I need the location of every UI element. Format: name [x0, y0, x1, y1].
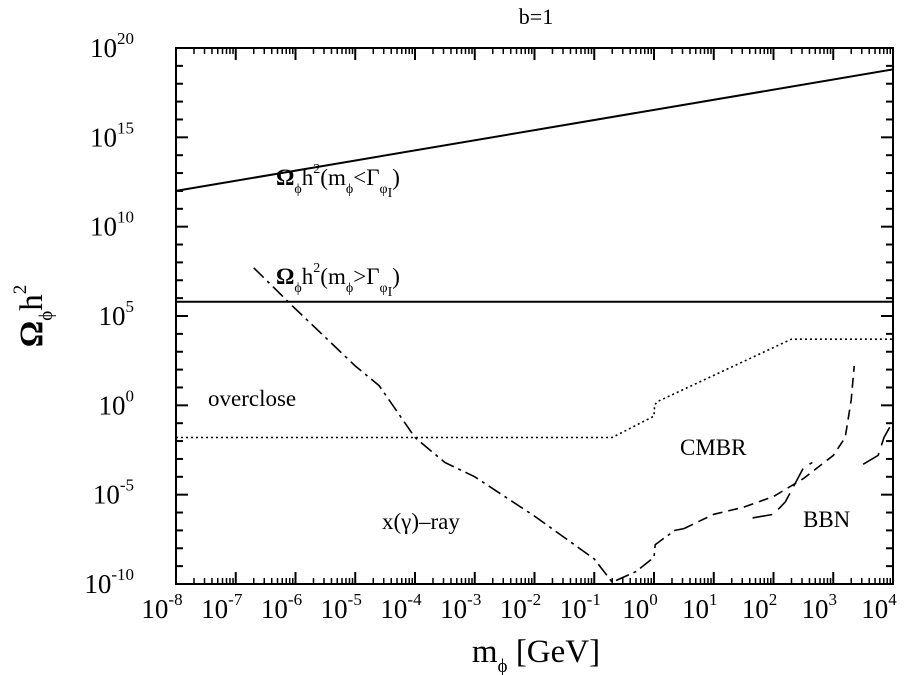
tick-labels: 10-8 10-7 10-6 10-5 10-4 10-3 10-2 10-1 100 101 10… [84, 29, 897, 624]
series-line-xray [253, 267, 685, 584]
x-tick-label: 10-4 [380, 590, 422, 624]
y-tick-label: 105 [99, 297, 135, 331]
y-tick-label: 10-10 [84, 565, 134, 599]
annotation-overclose: overclose [208, 386, 296, 411]
x-tick-label: 10-8 [141, 590, 182, 624]
x-tick-label: 104 [861, 590, 897, 624]
x-tick-label: 100 [622, 590, 658, 624]
x-axis-label: mϕ [GeV] [472, 634, 600, 675]
plot-frame [175, 47, 894, 585]
series-line-cmbr [683, 365, 855, 530]
annotation-cmbr: CMBR [680, 435, 747, 460]
axis-ticks [175, 47, 894, 585]
y-tick-label: 1010 [90, 208, 134, 242]
series-line-light [175, 68, 894, 192]
x-tick-label: 10-2 [500, 590, 541, 624]
series-line-bbn [752, 461, 813, 519]
x-tick-label: 10-3 [440, 590, 481, 624]
series-line-bbn [862, 426, 891, 465]
x-tick-label: 10-1 [560, 590, 601, 624]
x-tick-label: 102 [742, 590, 778, 624]
y-axis-label: Ωϕh2 [10, 285, 57, 347]
y-tick-label: 10-5 [93, 476, 134, 510]
annotation-xray: x(γ)–ray [382, 509, 460, 534]
annotation-bbn: BBN [803, 507, 851, 532]
y-tick-label: 100 [99, 386, 135, 420]
x-tick-label: 10-5 [321, 590, 362, 624]
series-line-overclose [176, 338, 893, 439]
y-tick-label: 1020 [90, 29, 134, 63]
annotation-light-limit: Ωϕh2(mϕ<ΓφI) [276, 162, 400, 201]
annotation-heavy-limit: Ωϕh2(mϕ>ΓφI) [276, 261, 400, 300]
series-layer [175, 68, 894, 584]
chart-title: b=1 [519, 4, 553, 29]
x-tick-label: 103 [802, 590, 838, 624]
x-tick-label: 10-7 [201, 590, 243, 624]
x-tick-label: 10-6 [261, 590, 302, 624]
x-tick-label: 101 [682, 590, 718, 624]
y-tick-label: 1015 [90, 118, 134, 152]
